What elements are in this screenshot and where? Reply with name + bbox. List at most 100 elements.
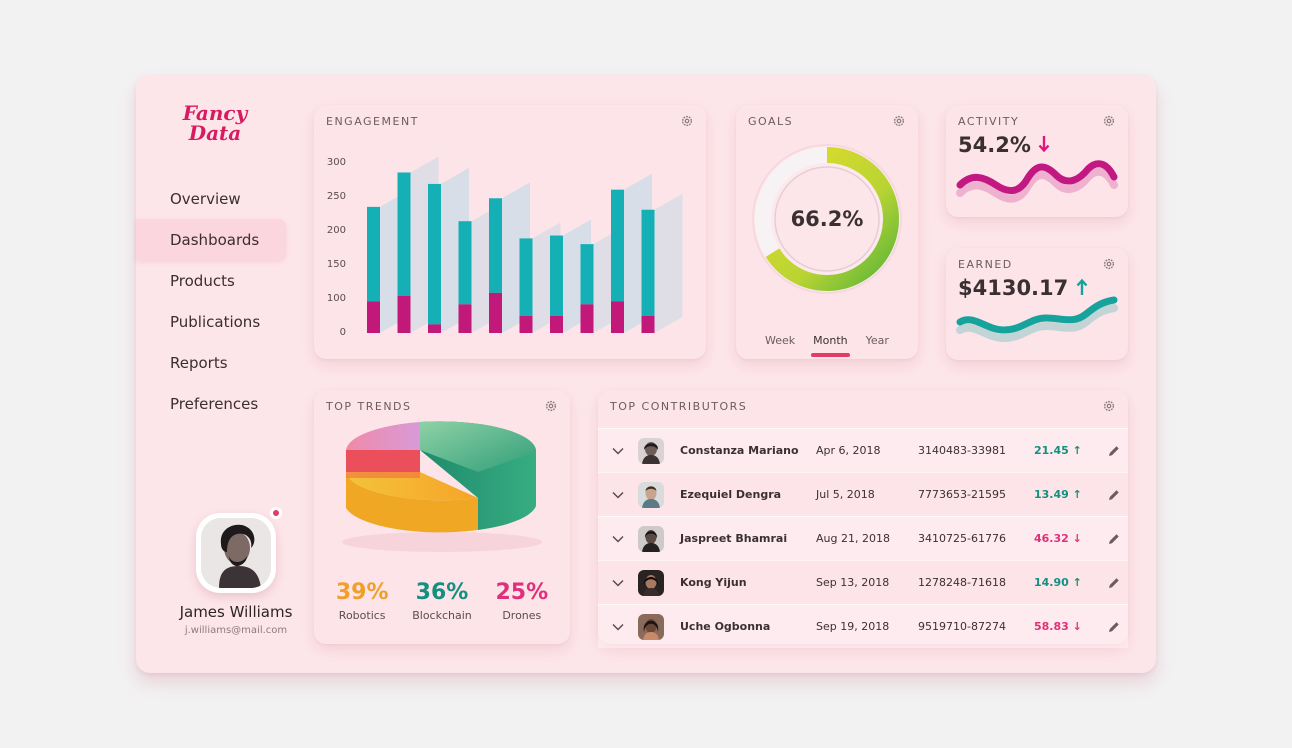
chevron-down-icon [612, 535, 624, 543]
sidebar-item-overview[interactable]: Overview [136, 178, 286, 219]
edit-button[interactable] [1104, 489, 1124, 501]
table-row[interactable]: Constanza Mariano Apr 6, 2018 3140483-33… [598, 428, 1128, 472]
contributor-score-value: 13.49 [1034, 488, 1069, 501]
user-profile: James Williams j.williams@mail.com [156, 507, 316, 636]
bar-upper-segment [611, 189, 624, 302]
contributor-name: Jaspreet Bhamrai [680, 532, 788, 545]
contributor-phone: 3140483-33981 [918, 444, 1006, 457]
expand-row-button[interactable] [598, 579, 638, 587]
activity-sparkline [956, 160, 1118, 203]
tab-week[interactable]: Week [765, 334, 796, 347]
contributor-name: Ezequiel Dengra [680, 488, 782, 501]
edit-button[interactable] [1104, 577, 1124, 589]
legend-item-drones: 25% Drones [495, 580, 548, 622]
contributor-score: 13.49 ↑ [1034, 488, 1104, 501]
contributor-score-value: 21.45 [1034, 444, 1069, 457]
arrow-up-icon: ↑ [1072, 576, 1082, 589]
bar-lower-segment [580, 304, 594, 333]
expand-row-button[interactable] [598, 535, 638, 543]
table-row[interactable]: Ezequiel Dengra Jul 5, 2018 7773653-2159… [598, 472, 1128, 516]
gear-icon[interactable] [1102, 257, 1116, 271]
sidebar-item-reports[interactable]: Reports [136, 342, 286, 383]
sidebar-item-publications[interactable]: Publications [136, 301, 286, 342]
bar-lower-segment [397, 295, 411, 333]
y-tick-label: 250 [327, 191, 346, 202]
y-tick-label: 0 [340, 327, 346, 338]
avatar [638, 569, 664, 596]
arrow-down-icon [1038, 136, 1050, 153]
pie-slice-drones [346, 422, 420, 450]
chevron-down-icon [612, 491, 624, 499]
table-row[interactable]: Jaspreet Bhamrai Aug 21, 2018 3410725-61… [598, 516, 1128, 560]
sidebar-item-label: Overview [170, 189, 241, 208]
edit-button[interactable] [1104, 445, 1124, 457]
activity-card: ACTIVITY 54.2% [946, 105, 1128, 217]
tab-year[interactable]: Year [865, 334, 889, 347]
arrow-up-icon: ↑ [1072, 444, 1082, 457]
sidebar-item-products[interactable]: Products [136, 260, 286, 301]
y-tick-label: 200 [327, 225, 346, 236]
earned-sparkline [956, 296, 1118, 343]
avatar [638, 525, 664, 552]
gear-icon[interactable] [892, 114, 906, 128]
table-row[interactable]: Kong Yijun Sep 13, 2018 1278248-71618 14… [598, 560, 1128, 604]
activity-value-text: 54.2% [958, 133, 1031, 157]
top-contributors-title: TOP CONTRIBUTORS [610, 400, 748, 413]
avatar [638, 481, 664, 508]
bar-upper-segment [519, 238, 533, 316]
gear-icon[interactable] [680, 114, 694, 128]
bar-lower-segment [550, 315, 563, 333]
arrow-down-icon: ↓ [1072, 620, 1082, 633]
bar-shadow [654, 193, 683, 333]
goals-title: GOALS [748, 115, 794, 128]
chevron-down-icon [612, 579, 624, 587]
goals-progress-arc [765, 147, 899, 291]
legend-pct: 39% [335, 580, 389, 605]
gear-icon[interactable] [1102, 399, 1116, 413]
sidebar-item-label: Dashboards [170, 230, 260, 249]
pencil-icon [1109, 445, 1119, 456]
tab-month[interactable]: Month [811, 334, 851, 357]
contributor-score: 46.32 ↓ [1034, 532, 1104, 545]
edit-button[interactable] [1104, 533, 1124, 545]
sidebar-item-dashboards[interactable]: Dashboards [136, 219, 286, 260]
contributor-score-value: 46.32 [1034, 532, 1069, 545]
earned-card: EARNED $4130.17 [946, 248, 1128, 360]
top-trends-legend: 39% Robotics 36% Blockchain 25% Drones [314, 580, 570, 622]
avatar [638, 613, 664, 640]
y-tick-label: 300 [327, 157, 346, 168]
expand-row-button[interactable] [598, 491, 638, 499]
brand-logo[interactable]: Fancy Data [170, 103, 260, 143]
contributor-score: 21.45 ↑ [1034, 444, 1104, 457]
contributor-score-value: 58.83 [1034, 620, 1069, 633]
expand-row-button[interactable] [598, 447, 638, 455]
brand-line-2: Data [188, 121, 242, 145]
contributor-score: 14.90 ↑ [1034, 576, 1104, 589]
profile-email: j.williams@mail.com [184, 625, 288, 636]
edit-button[interactable] [1104, 621, 1124, 633]
bar-upper-segment [489, 198, 502, 293]
chevron-down-icon [612, 447, 624, 455]
pencil-icon [1109, 533, 1119, 544]
avatar-image [201, 518, 271, 588]
earned-title: EARNED [958, 258, 1013, 271]
bar-lower-segment [489, 292, 502, 333]
sidebar-item-preferences[interactable]: Preferences [136, 383, 286, 424]
engagement-bar-chart: 300 250 200 150 100 0 [327, 156, 683, 338]
engagement-title: ENGAGEMENT [326, 115, 419, 128]
expand-row-button[interactable] [598, 623, 638, 631]
bar-lower-segment [428, 324, 441, 333]
legend-item-robotics: 39% Robotics [336, 580, 389, 622]
gear-icon[interactable] [1102, 114, 1116, 128]
goals-percentage: 66.2% [791, 207, 864, 231]
avatar[interactable] [196, 507, 282, 593]
contributor-name: Kong Yijun [680, 576, 747, 589]
arrow-up-icon: ↑ [1072, 488, 1082, 501]
table-row[interactable]: Uche Ogbonna Sep 19, 2018 9519710-87274 … [598, 604, 1128, 648]
sidebar-item-label: Preferences [170, 394, 259, 413]
top-contributors-card: TOP CONTRIBUTORS Constanza Mariano Apr 6… [598, 390, 1128, 648]
earned-value: $4130.17 [958, 276, 1088, 300]
gear-icon[interactable] [544, 399, 558, 413]
contributor-date: Apr 6, 2018 [816, 444, 881, 457]
legend-label: Blockchain [412, 609, 472, 622]
